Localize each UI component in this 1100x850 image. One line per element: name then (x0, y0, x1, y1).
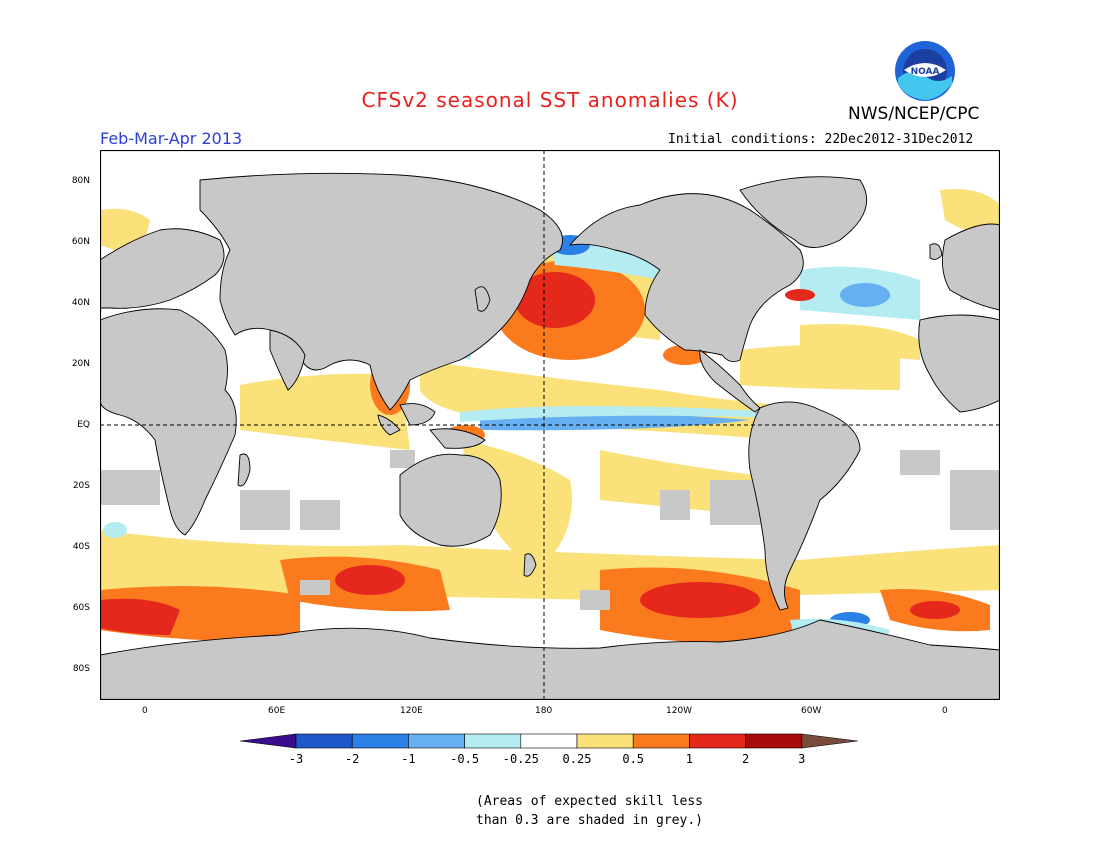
colorbar-segment (520, 733, 578, 749)
lat-label-60s: 60S (72, 603, 90, 613)
agency-label: NWS/NCEP/CPC (848, 104, 980, 124)
lon-label-0-east: 0 (942, 706, 948, 716)
colorbar-label: -0.5 (450, 752, 480, 766)
skill-note-line-2: than 0.3 are shaded in grey.) (476, 813, 703, 828)
lat-label-40s: 40S (72, 542, 90, 552)
colorbar-label: -3 (288, 752, 304, 766)
colorbar-segment (408, 733, 465, 749)
lon-label-180: 180 (535, 706, 553, 716)
colorbar-label: -1 (401, 752, 416, 766)
lat-label-60n: 60N (71, 237, 90, 247)
lon-label-0: 0 (142, 706, 148, 716)
skill-note: (Areas of expected skill less than 0.3 a… (476, 792, 703, 830)
lon-label-120e: 120E (400, 706, 423, 716)
colorbar (240, 733, 858, 749)
noaa-logo: NOAA (894, 40, 956, 102)
lon-label-60w: 60W (801, 706, 822, 716)
lon-label-120w: 120W (666, 706, 693, 716)
lat-label-eq: EQ (77, 420, 90, 430)
season-label: Feb-Mar-Apr 2013 (100, 129, 243, 148)
lat-label-80s: 80S (72, 664, 90, 674)
colorbar-label: 0.25 (562, 752, 592, 766)
colorbar-label: 0.5 (622, 752, 645, 766)
lat-label-80n: 80N (71, 176, 90, 186)
colorbar-label: 3 (798, 752, 806, 766)
colorbar-label: -2 (344, 752, 360, 766)
initial-conditions-label: Initial conditions: 22Dec2012-31Dec2012 (668, 132, 974, 147)
skill-note-line-1: (Areas of expected skill less (476, 794, 703, 809)
logo-text: NOAA (911, 67, 940, 77)
colorbar-label: -0.25 (502, 752, 539, 766)
map-frame (100, 150, 1000, 700)
colorbar-segment (351, 733, 409, 749)
lat-label-20n: 20N (71, 359, 90, 369)
land-masses (100, 172, 1000, 700)
colorbar-segment (576, 733, 634, 749)
colorbar-arrow-high (801, 733, 858, 749)
lat-label-20s: 20S (72, 481, 90, 491)
colorbar-segment (632, 733, 690, 749)
lat-label-40n: 40N (71, 298, 90, 308)
colorbar-segment (295, 733, 353, 749)
colorbar-segment (745, 733, 803, 749)
colorbar-arrow-low (240, 733, 297, 749)
lon-label-60e: 60E (268, 706, 286, 716)
colorbar-segment (689, 733, 746, 749)
colorbar-label: 1 (685, 752, 694, 766)
colorbar-label: 2 (741, 752, 750, 766)
low-skill-areas (100, 270, 1000, 610)
colorbar-segment (464, 733, 522, 749)
sst-anomaly-map (100, 150, 1000, 700)
chart-title: CFSv2 seasonal SST anomalies (K) (361, 88, 739, 112)
